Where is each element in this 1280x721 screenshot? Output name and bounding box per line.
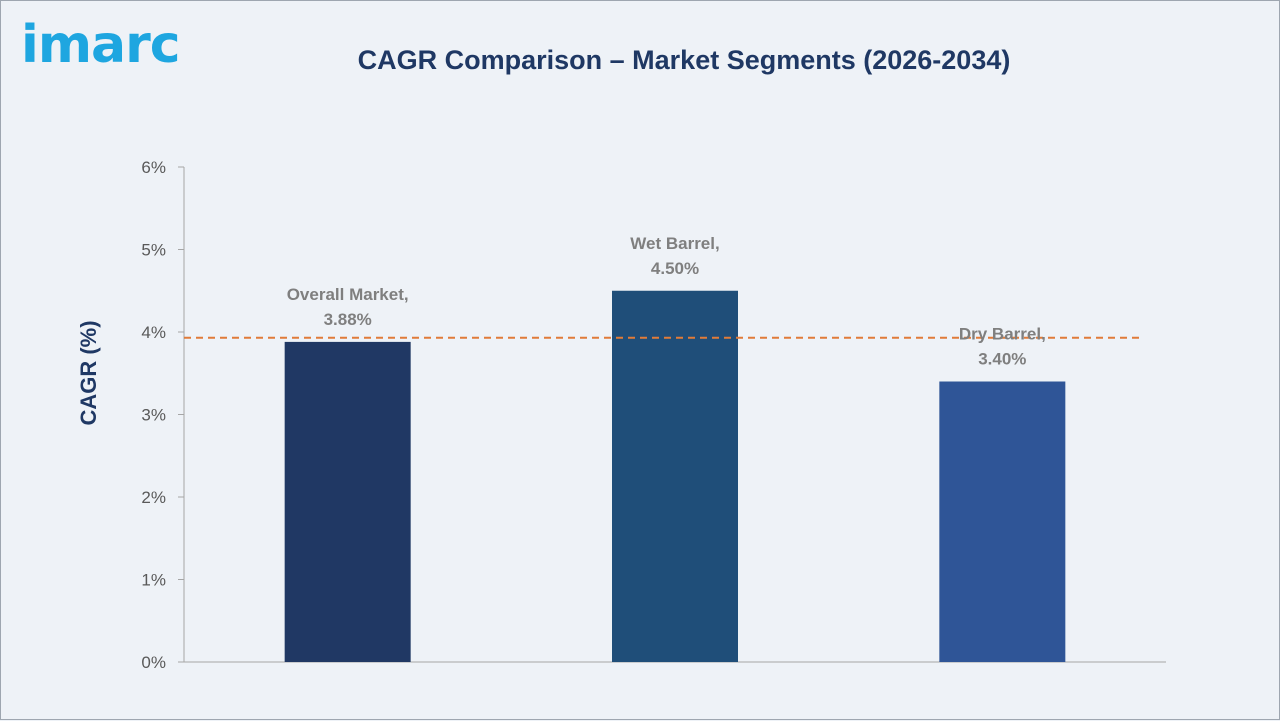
data-label-category: Overall Market, (287, 285, 409, 304)
data-label: Overall Market, 3.88% (287, 285, 409, 329)
y-tick-label: 5% (141, 241, 166, 260)
y-tick-label: 0% (141, 653, 166, 672)
data-label: Dry Barrel, 3.40% (959, 325, 1046, 369)
y-tick-label: 2% (141, 488, 166, 507)
y-tick-label: 3% (141, 406, 166, 425)
data-label-value: 4.50% (651, 259, 699, 278)
data-label-category: Dry Barrel, (959, 325, 1046, 344)
data-label: Wet Barrel, 4.50% (630, 234, 719, 278)
data-label-value: 3.88% (324, 310, 372, 329)
bar-overall-market (284, 341, 411, 662)
y-tick-label: 4% (141, 323, 166, 342)
chart-title: CAGR Comparison – Market Segments (2026-… (357, 45, 1011, 75)
data-label-category: Wet Barrel, (630, 234, 719, 253)
bar-wet-barrel (612, 290, 738, 662)
imarc-logo: imarc (21, 15, 181, 75)
y-tick-label: 6% (141, 158, 166, 177)
y-tick-label: 1% (141, 571, 166, 590)
bar-dry-barrel (939, 381, 1066, 662)
data-label-value: 3.40% (978, 350, 1026, 369)
